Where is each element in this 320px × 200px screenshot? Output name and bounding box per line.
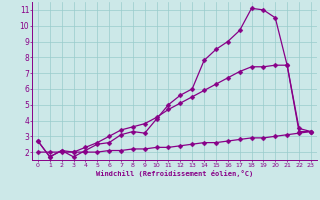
X-axis label: Windchill (Refroidissement éolien,°C): Windchill (Refroidissement éolien,°C) (96, 170, 253, 177)
